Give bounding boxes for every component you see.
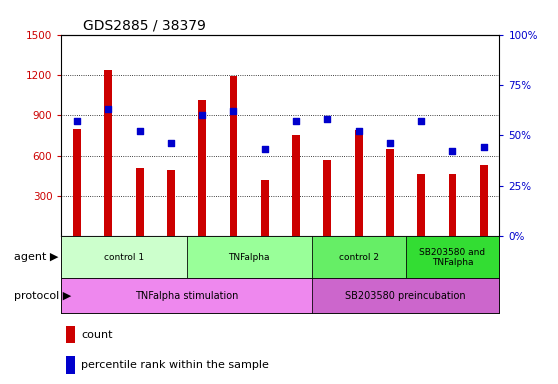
Point [260,146,269,152]
Bar [186,236,312,278]
Point [417,118,426,124]
Text: SB203580 and
TNFalpha: SB203580 and TNFalpha [420,248,485,267]
Bar [66,326,75,343]
Text: TNFalpha: TNFalpha [228,253,270,262]
Point [166,141,175,147]
Bar [292,136,300,236]
Text: control 2: control 2 [339,253,379,262]
Point [104,106,113,112]
Point [479,144,488,151]
Bar [136,168,143,236]
Bar [406,236,499,278]
Text: percentile rank within the sample: percentile rank within the sample [81,360,269,370]
Point [323,116,332,122]
Point [229,108,238,114]
Bar [480,165,488,236]
Point [73,118,81,124]
Point [198,112,206,118]
Text: TNFalpha stimulation: TNFalpha stimulation [135,291,238,301]
Text: agent ▶: agent ▶ [14,252,59,262]
Bar [198,101,206,236]
Point [386,141,395,147]
Text: SB203580 preincubation: SB203580 preincubation [345,291,466,301]
Bar [312,278,499,313]
Bar [167,170,175,236]
Bar [449,174,456,236]
Bar [312,236,406,278]
Bar [61,278,312,313]
Bar [417,174,425,236]
Bar [104,70,112,236]
Bar [261,180,268,236]
Bar [61,236,186,278]
Bar [73,129,81,236]
Point [135,128,144,134]
Bar [229,76,237,236]
Bar [355,130,363,236]
Point [448,149,457,155]
Bar [324,160,331,236]
Text: protocol ▶: protocol ▶ [14,291,71,301]
Text: count: count [81,329,113,339]
Text: control 1: control 1 [104,253,144,262]
Bar [66,356,75,374]
Bar [386,149,394,236]
Text: GDS2885 / 38379: GDS2885 / 38379 [83,18,206,32]
Point [292,118,301,124]
Point [354,128,363,134]
